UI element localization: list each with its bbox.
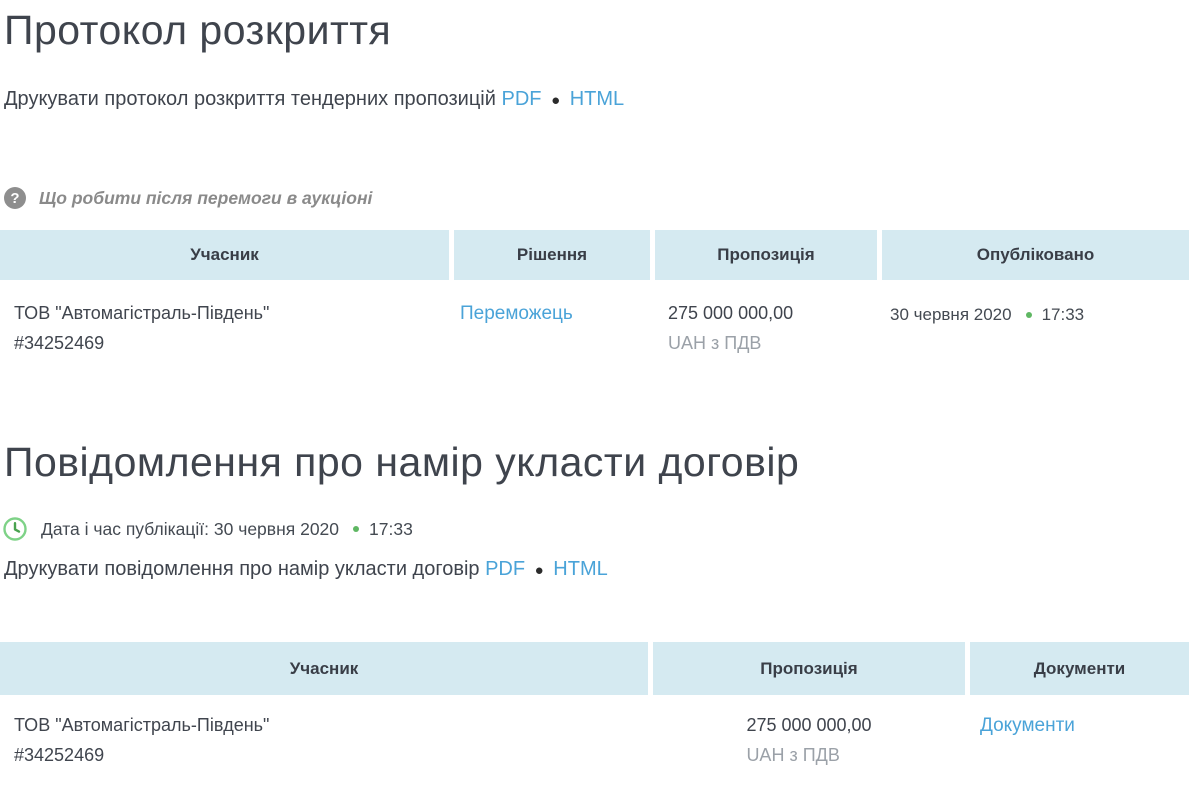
participant-cell: ТОВ "Автомагістраль-Південь" #34252469 (0, 710, 648, 770)
publication-datetime-row: Дата і час публікації: 30 червня 2020 17:… (3, 517, 1189, 542)
decision-cell: Переможець (454, 298, 650, 358)
column-header-participant: Учасник (0, 642, 648, 696)
documents-cell: Документи (970, 710, 1189, 770)
publication-date: 30 червня 2020 (213, 518, 340, 539)
disclosure-table: Учасник Рішення Пропозиція Опубліковано … (0, 230, 1189, 358)
links-separator-dot: ● (551, 92, 561, 110)
published-cell: 30 червня 2020 17:33 (882, 298, 1189, 358)
links-separator-dot: ● (534, 562, 544, 580)
proposal-currency: UAH з ПДВ (746, 745, 840, 766)
intent-pdf-link[interactable]: PDF (485, 558, 526, 581)
disclosure-table-header-row: Учасник Рішення Пропозиція Опубліковано (0, 230, 1189, 281)
participant-name: ТОВ "Автомагістраль-Південь" (14, 715, 270, 736)
column-header-published: Опубліковано (882, 230, 1189, 281)
intent-print-line: Друкувати повідомлення про намір укласти… (4, 558, 1189, 581)
proposal-cell: 275 000 000,00 UAH з ПДВ (655, 298, 877, 358)
protocol-print-line: Друкувати протокол розкриття тендерних п… (4, 88, 1189, 111)
publication-time: 17:33 (369, 518, 413, 539)
proposal-amount: 275 000 000,00 (668, 303, 794, 324)
participant-cell: ТОВ "Автомагістраль-Південь" #34252469 (0, 298, 449, 358)
participant-id: #34252469 (14, 333, 105, 354)
column-header-decision: Рішення (454, 230, 650, 281)
disclosure-table-row: ТОВ "Автомагістраль-Південь" #34252469 П… (0, 280, 1189, 358)
column-header-documents: Документи (970, 642, 1189, 696)
green-dot-separator (353, 526, 360, 533)
help-after-winning-link[interactable]: ? Що робити після перемоги в аукціоні (4, 187, 1189, 210)
intent-section-title: Повідомлення про намір укласти договір (4, 439, 800, 486)
question-circle-icon: ? (4, 187, 26, 210)
publication-datetime-text: Дата і час публікації: 30 червня 2020 17:… (41, 519, 413, 540)
published-date: 30 червня 2020 (890, 305, 1012, 325)
protocol-section-title: Протокол розкриття (4, 7, 392, 53)
help-after-winning-label: Що робити після перемоги в аукціоні (39, 187, 373, 208)
clock-icon (3, 517, 27, 542)
protocol-html-link[interactable]: HTML (569, 88, 625, 111)
participant-id: #34252469 (14, 745, 105, 766)
intent-table-header-row: Учасник Пропозиція Документи (0, 642, 1189, 696)
publication-label: Дата і час публікації: (41, 518, 209, 539)
green-dot-separator (1025, 311, 1032, 318)
proposal-amount: 275 000 000,00 (746, 715, 872, 736)
intent-print-label: Друкувати повідомлення про намір укласти… (4, 558, 480, 581)
winner-link[interactable]: Переможець (460, 303, 573, 325)
protocol-print-label: Друкувати протокол розкриття тендерних п… (4, 88, 496, 111)
intent-table: Учасник Пропозиція Документи ТОВ "Автома… (0, 642, 1189, 770)
column-header-proposal: Пропозиція (653, 642, 965, 696)
proposal-amount-block: 275 000 000,00 UAH з ПДВ (746, 710, 871, 770)
intent-table-row: ТОВ "Автомагістраль-Південь" #34252469 2… (0, 695, 1189, 770)
column-header-participant: Учасник (0, 230, 449, 281)
documents-link[interactable]: Документи (980, 715, 1075, 737)
proposal-currency: UAH з ПДВ (668, 333, 762, 354)
proposal-cell: 275 000 000,00 UAH з ПДВ (653, 710, 965, 770)
participant-name: ТОВ "Автомагістраль-Південь" (14, 303, 270, 324)
page: Протокол розкриття Друкувати протокол ро… (0, 7, 1189, 770)
published-time: 17:33 (1041, 305, 1085, 325)
column-header-proposal: Пропозиція (655, 230, 877, 281)
intent-html-link[interactable]: HTML (553, 558, 608, 581)
protocol-pdf-link[interactable]: PDF (501, 88, 542, 111)
